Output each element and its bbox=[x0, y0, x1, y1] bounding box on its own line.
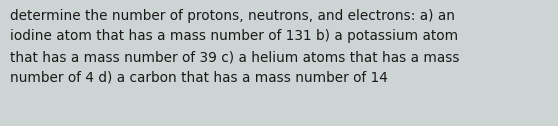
Text: determine the number of protons, neutrons, and electrons: a) an
iodine atom that: determine the number of protons, neutron… bbox=[10, 9, 460, 85]
